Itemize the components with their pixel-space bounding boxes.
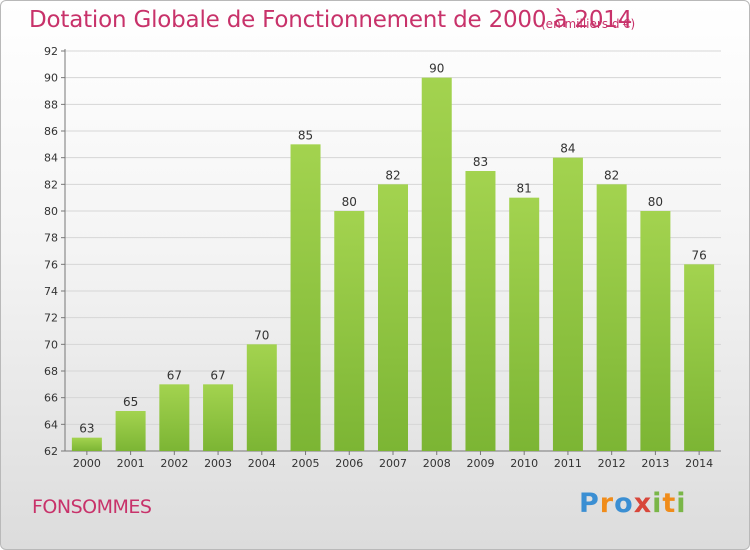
logo-letter: t: [662, 488, 677, 519]
logo-letter: o: [614, 488, 634, 519]
y-tick-label: 78: [44, 232, 58, 245]
x-tick-label: 2013: [641, 457, 669, 470]
x-tick-label: 2012: [598, 457, 626, 470]
x-tick-label: 2011: [554, 457, 582, 470]
y-tick-label: 68: [44, 365, 58, 378]
y-tick-label: 64: [44, 418, 58, 431]
data-label: 90: [429, 62, 444, 76]
logo-letter: i: [652, 488, 663, 519]
data-label: 76: [691, 248, 706, 262]
data-label: 81: [517, 182, 532, 196]
y-tick-label: 80: [44, 205, 58, 218]
chart-subtitle: (en milliers d'€): [541, 17, 636, 31]
data-label: 65: [123, 395, 138, 409]
logo-letter: i: [676, 488, 687, 519]
commune-name: FONSOMMES: [32, 496, 152, 518]
x-tick-label: 2004: [248, 457, 276, 470]
x-tick-label: 2002: [160, 457, 188, 470]
data-label: 85: [298, 128, 313, 142]
x-tick-label: 2006: [335, 457, 363, 470]
y-tick-label: 62: [44, 445, 58, 458]
data-label: 82: [385, 168, 400, 182]
y-tick-label: 74: [44, 285, 58, 298]
y-tick-label: 92: [44, 45, 58, 58]
y-tick-label: 90: [44, 72, 58, 85]
data-label: 70: [254, 328, 269, 342]
y-tick-label: 88: [44, 98, 58, 111]
data-label: 80: [342, 195, 357, 209]
y-tick-label: 76: [44, 258, 58, 271]
chart-title: Dotation Globale de Fonctionnement de 20…: [29, 7, 633, 33]
bar: [71, 437, 102, 451]
data-label: 63: [79, 422, 94, 436]
y-tick-label: 82: [44, 178, 58, 191]
x-tick-label: 2009: [466, 457, 494, 470]
y-tick-label: 84: [44, 152, 58, 165]
bar: [246, 344, 277, 451]
proxiti-logo: Proxiti: [579, 488, 687, 519]
x-tick-label: 2003: [204, 457, 232, 470]
bar: [203, 384, 234, 451]
y-tick-label: 66: [44, 392, 58, 405]
x-tick-label: 2005: [292, 457, 320, 470]
logo-letter: x: [633, 488, 653, 519]
bar: [290, 144, 321, 452]
logo-letter: r: [599, 488, 615, 519]
data-label: 67: [167, 368, 182, 382]
bar: [596, 184, 627, 452]
bar: [115, 411, 146, 451]
bar: [334, 211, 365, 451]
data-label: 67: [210, 368, 225, 382]
y-tick-label: 86: [44, 125, 58, 138]
data-label: 80: [648, 195, 663, 209]
x-tick-label: 2007: [379, 457, 407, 470]
bar: [421, 77, 452, 452]
x-tick-label: 2014: [685, 457, 713, 470]
y-tick-label: 72: [44, 312, 58, 325]
x-tick-label: 2001: [117, 457, 145, 470]
logo-letter: P: [579, 488, 600, 519]
bar: [159, 384, 190, 451]
bar: [378, 184, 408, 452]
bar: [552, 157, 583, 451]
bar: [640, 211, 671, 451]
bar: [684, 264, 715, 451]
bar: [465, 171, 496, 451]
bar: [509, 197, 540, 451]
x-tick-label: 2010: [510, 457, 538, 470]
data-label: 82: [604, 168, 619, 182]
x-tick-label: 2000: [73, 457, 101, 470]
data-label: 83: [473, 155, 488, 169]
y-tick-label: 70: [44, 338, 58, 351]
x-tick-label: 2008: [423, 457, 451, 470]
data-label: 84: [560, 142, 575, 156]
